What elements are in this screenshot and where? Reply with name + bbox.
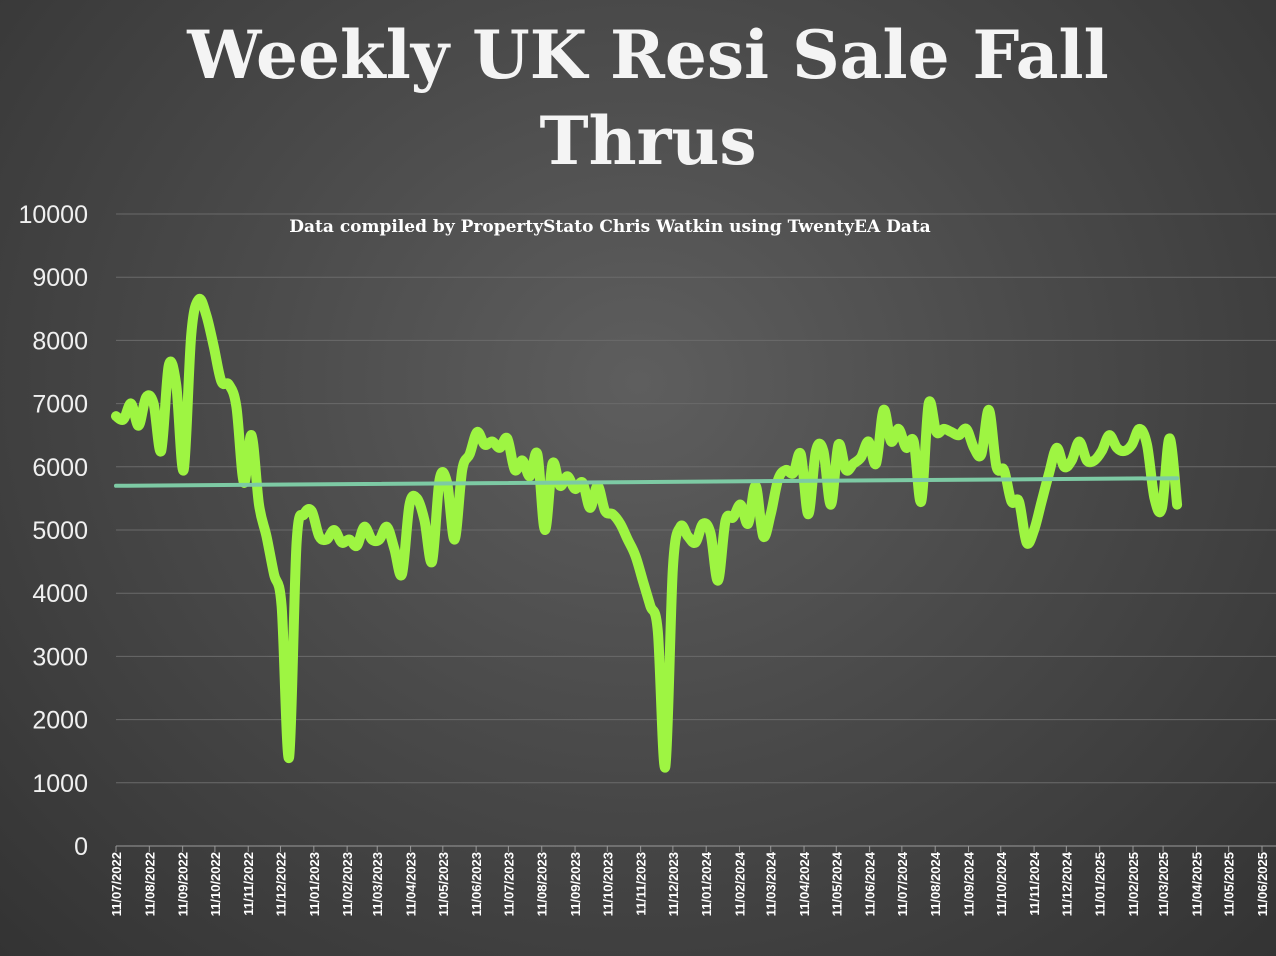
x-tick-label: 11/06/2024 <box>863 851 878 916</box>
series-line <box>111 293 1183 773</box>
x-tick-label: 11/04/2023 <box>404 852 419 916</box>
x-tick-label: 11/11/2023 <box>634 852 649 916</box>
x-tick-label: 11/01/2025 <box>1093 852 1108 916</box>
series-layer <box>111 293 1183 773</box>
x-tick-label: 11/02/2025 <box>1126 852 1141 916</box>
x-tick-label: 11/08/2023 <box>535 852 550 916</box>
x-tick-label: 11/02/2024 <box>733 851 748 916</box>
x-tick-label: 11/10/2023 <box>600 852 615 916</box>
x-tick-label: 11/08/2024 <box>928 851 943 916</box>
x-tick-label: 11/07/2024 <box>895 851 910 916</box>
x-axis: 11/07/2022 11/08/2022 11/09/2022 11/10/2022… <box>109 846 1270 916</box>
x-tick-label: 11/09/2022 <box>176 852 191 916</box>
y-tick-label: 10000 <box>18 201 88 229</box>
chart-title-line-2: Thrus <box>539 102 756 180</box>
x-tick-label: 11/10/2024 <box>994 851 1009 916</box>
x-tick-label: 11/02/2023 <box>340 852 355 916</box>
x-tick-label: 11/06/2023 <box>469 852 484 916</box>
x-tick-label: 11/05/2023 <box>436 852 451 916</box>
chart-title-line-1: Weekly UK Resi Sale Fall <box>186 16 1108 94</box>
x-tick-label: 11/01/2024 <box>699 851 714 916</box>
x-tick-label: 11/09/2024 <box>962 851 977 916</box>
y-tick-label: 4000 <box>32 580 88 608</box>
x-tick-label: 11/11/2024 <box>1027 851 1042 915</box>
y-axis: 1000090008000700060005000400030002000100… <box>18 201 88 861</box>
y-tick-label: 7000 <box>32 391 88 419</box>
x-tick-label: 11/08/2022 <box>142 852 157 916</box>
x-tick-label: 11/07/2022 <box>109 852 124 916</box>
x-tick-label: 11/03/2024 <box>764 851 779 916</box>
y-tick-label: 3000 <box>32 643 88 671</box>
y-tick-label: 2000 <box>32 707 88 735</box>
trendline <box>114 476 1180 488</box>
x-tick-label: 11/04/2024 <box>797 851 812 916</box>
x-tick-label: 11/03/2025 <box>1156 852 1171 916</box>
y-tick-label: 0 <box>74 833 88 861</box>
x-tick-label: 11/09/2023 <box>568 852 583 916</box>
x-tick-label: 11/12/2022 <box>273 852 288 916</box>
y-tick-label: 5000 <box>32 517 88 545</box>
x-tick-label: 11/10/2022 <box>208 852 223 916</box>
x-tick-label: 11/11/2022 <box>241 852 256 916</box>
chart-subtitle: Data compiled by PropertyStato Chris Wat… <box>289 217 930 237</box>
y-tick-label: 1000 <box>32 770 88 798</box>
x-tick-label: 11/12/2023 <box>666 852 681 916</box>
x-tick-label: 11/06/2025 <box>1255 852 1270 916</box>
y-tick-label: 8000 <box>32 327 88 355</box>
x-tick-label: 11/04/2025 <box>1189 852 1204 916</box>
x-tick-label: 11/05/2025 <box>1222 852 1237 916</box>
x-tick-label: 11/05/2024 <box>829 851 844 916</box>
x-tick-label: 11/12/2024 <box>1059 851 1074 916</box>
x-tick-label: 11/07/2023 <box>501 852 516 916</box>
x-tick-label: 11/01/2023 <box>307 852 322 916</box>
y-tick-label: 6000 <box>32 454 88 482</box>
y-tick-label: 9000 <box>32 264 88 292</box>
x-tick-label: 11/03/2023 <box>370 852 385 916</box>
